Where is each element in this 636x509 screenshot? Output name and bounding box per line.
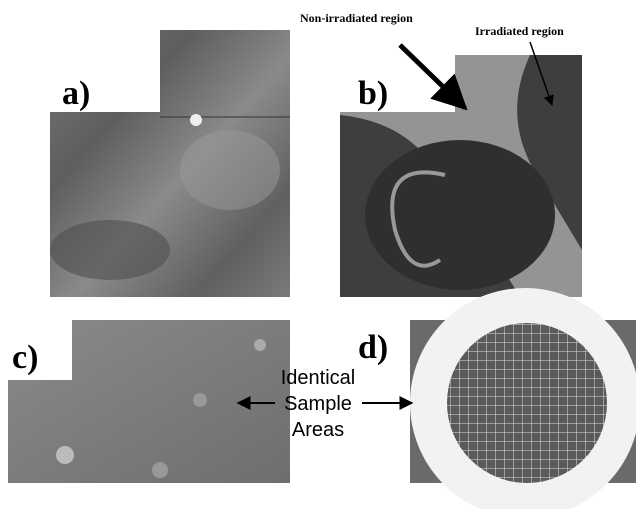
figure: a) b) Non-irradiated region Irradiated r…	[0, 0, 636, 509]
panel-c: c)	[8, 320, 290, 483]
panel-label: c)	[12, 339, 38, 376]
panel-label: b)	[358, 75, 388, 112]
callout-text: Identical	[281, 367, 356, 389]
annotation: Irradiated region	[475, 24, 564, 38]
panel-b: b) Non-irradiated region Irradiated regi…	[300, 11, 582, 297]
panel-d: d)	[350, 288, 636, 509]
annotation: Non-irradiated region	[300, 11, 413, 25]
panel-label: d)	[358, 329, 388, 366]
panel-label: a)	[62, 75, 90, 112]
callout-text: Areas	[292, 419, 344, 441]
callout-text: Sample	[284, 393, 352, 415]
panel-a: a)	[50, 30, 290, 297]
